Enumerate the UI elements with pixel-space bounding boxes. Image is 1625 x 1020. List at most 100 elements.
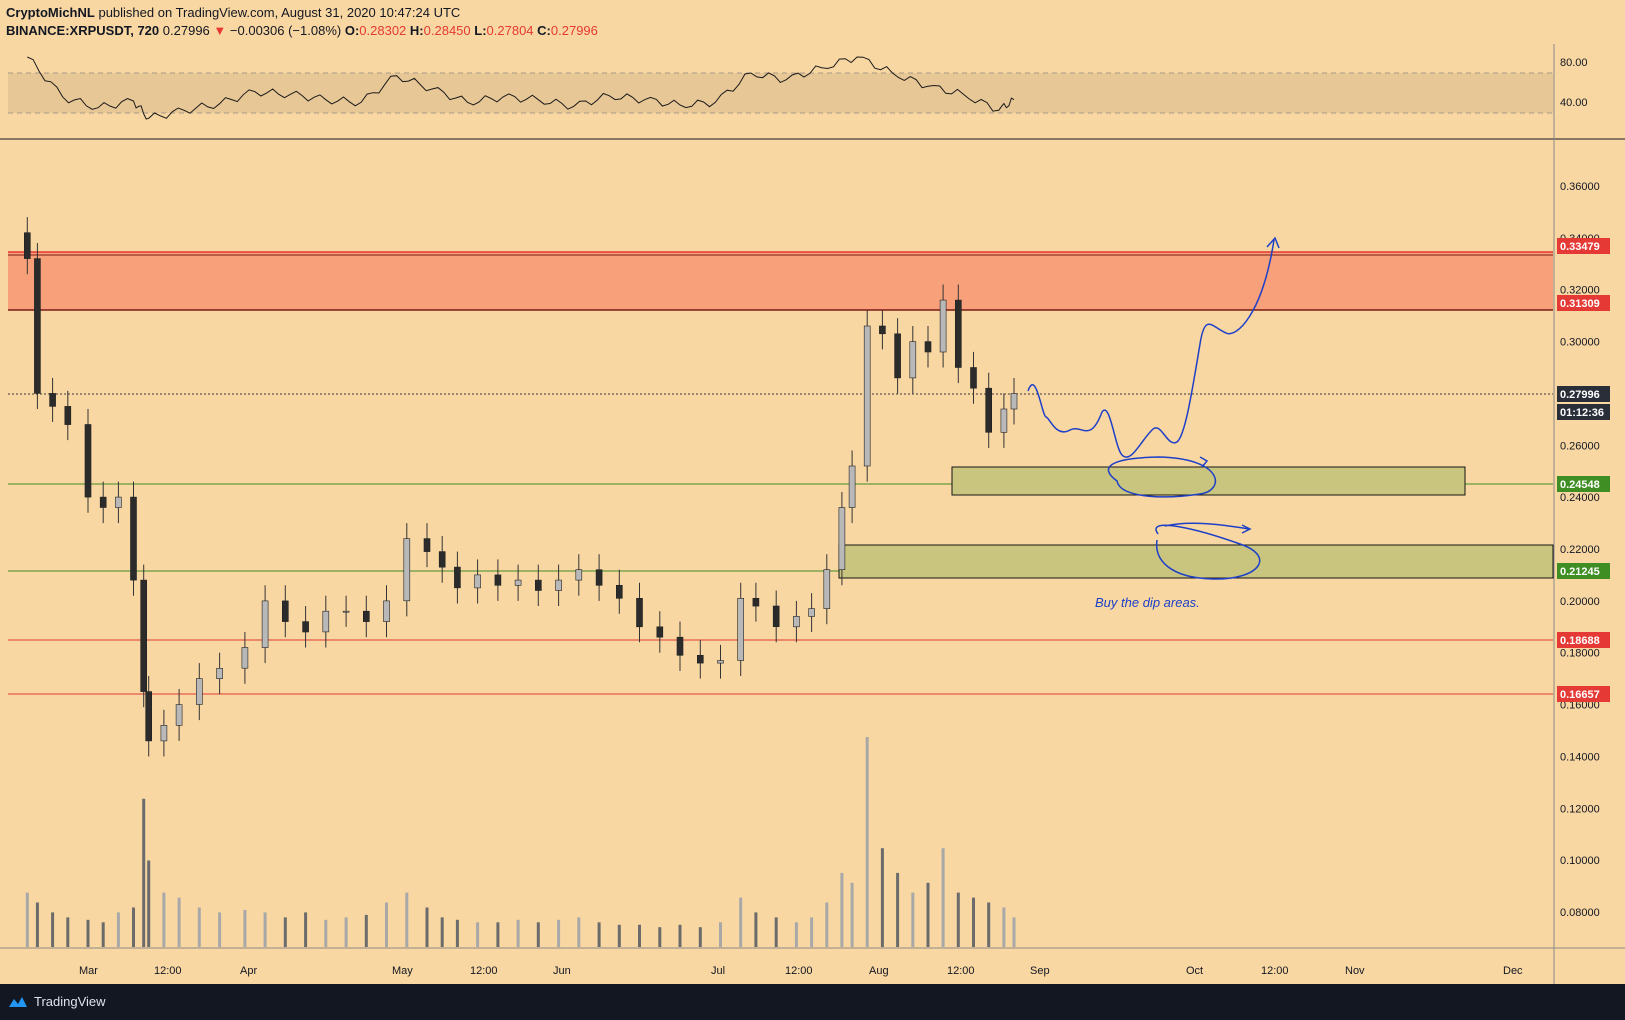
candle-body [514, 579, 522, 586]
circle-mark-upper[interactable] [1107, 456, 1216, 498]
candle-body [793, 616, 800, 628]
time-tick-label: May [392, 965, 413, 977]
volume-bar [1012, 917, 1016, 947]
volume-bar [476, 922, 480, 947]
volume-bar [162, 892, 166, 947]
volume-bar [385, 902, 388, 947]
volume-bar [147, 860, 151, 947]
volume-bar [617, 924, 621, 947]
rsi-pane: 80.00 40.00 [0, 56, 1625, 140]
volume-bar [364, 914, 368, 947]
projection-path[interactable] [1027, 239, 1275, 458]
candle-body [454, 566, 461, 589]
volume-bar [243, 909, 247, 947]
tradingview-brand[interactable]: TradingView [8, 994, 106, 1009]
price-tag [1557, 632, 1610, 648]
candle-body [160, 724, 168, 742]
volume-bar [197, 907, 201, 947]
symbol-label[interactable]: BINANCE:XRPUSDT, 720 [6, 23, 160, 38]
candle-body [34, 258, 41, 394]
resistance-zone[interactable] [8, 252, 1553, 310]
volume-bar [116, 912, 120, 947]
candle-body [954, 299, 962, 368]
open-label: O: [344, 23, 360, 38]
candle-body [808, 608, 815, 617]
time-tick-label: Jun [553, 965, 571, 977]
volume-bar [840, 872, 844, 947]
price-tick-label: 0.10000 [1560, 855, 1600, 867]
volume-bar [678, 924, 682, 947]
publish-info: published on TradingView.com, August 31,… [98, 5, 461, 20]
price-tag [1557, 295, 1610, 311]
volume-bar [926, 882, 930, 947]
high-label: H: [409, 23, 424, 38]
candle-body [696, 654, 704, 664]
current-price-label: 0.27996 [1560, 389, 1600, 401]
time-tick-label: Oct [1186, 965, 1203, 977]
candle-body [322, 610, 330, 633]
candle-body [848, 465, 856, 508]
low-value: 0.27804 [486, 23, 534, 38]
price-tag [1557, 563, 1610, 579]
candle-body [281, 600, 289, 622]
price-tick-label: 0.32000 [1560, 285, 1600, 297]
candle-body [423, 538, 431, 552]
rsi-tick-label: 40.00 [1560, 97, 1588, 109]
level-tags: 0.33479 0.31309 0.27996 01:12:36 0.24548… [1557, 238, 1610, 702]
change-arrow-icon: ▼ [213, 23, 227, 38]
candle-body [863, 325, 871, 467]
candle-body [494, 574, 502, 586]
volume-bar [66, 917, 70, 947]
candle-body [772, 605, 780, 628]
candle-body [474, 574, 481, 589]
volume-bar [698, 927, 702, 947]
candle-body [1010, 393, 1018, 410]
price-tag-label: 0.16657 [1560, 689, 1600, 701]
rsi-tick-label: 80.00 [1560, 57, 1588, 69]
volume-bar [658, 927, 662, 947]
volume-bar [638, 924, 641, 947]
chart-area[interactable]: 80.00 40.00 Buy the dip areas. 0.36000 0.… [0, 44, 1625, 984]
volume-bar [101, 922, 105, 947]
volume-bar [405, 892, 409, 947]
time-tick-label: Mar [79, 965, 98, 977]
price-tick-label: 0.08000 [1560, 907, 1600, 919]
price-tag-label: 0.18688 [1560, 635, 1600, 647]
candle-body [175, 704, 183, 726]
candle-body [99, 496, 107, 508]
volume-bar [177, 897, 181, 947]
time-tick-label: Apr [240, 965, 257, 977]
time-tick-label: Nov [1345, 965, 1365, 977]
volume-bar [577, 917, 581, 947]
price-tick-label: 0.36000 [1560, 181, 1600, 193]
price-tick-label: 0.30000 [1560, 337, 1600, 349]
candle-body [216, 667, 223, 679]
volume-bar [880, 848, 884, 947]
candle-body [615, 584, 623, 599]
volume-bars [25, 737, 1016, 947]
candle-body [1000, 408, 1008, 433]
buy-the-dip-annotation[interactable]: Buy the dip areas. [1095, 595, 1200, 610]
candle-body [534, 579, 542, 591]
volume-bar [739, 897, 743, 947]
close-label: C: [537, 23, 551, 38]
buy-zone-lower[interactable] [838, 544, 1554, 579]
time-tick-label: Sep [1030, 965, 1050, 977]
volume-bar [440, 917, 444, 947]
circle-mark-lower[interactable] [1155, 522, 1261, 580]
candle-body [145, 691, 152, 742]
arrow-up-icon [1266, 236, 1280, 249]
volume-bar [344, 917, 348, 947]
candle-body [49, 393, 56, 407]
price-tick-label: 0.18000 [1560, 648, 1600, 660]
buy-zone-upper[interactable] [951, 466, 1466, 496]
author-name[interactable]: CryptoMichNL [6, 5, 95, 20]
open-value: 0.28302 [359, 23, 407, 38]
drawings: Buy the dip areas. [1027, 236, 1280, 610]
chart-header: CryptoMichNL published on TradingView.co… [0, 0, 1625, 44]
volume-bar [536, 922, 540, 947]
candle-body [575, 569, 583, 581]
zones-and-levels [8, 251, 1554, 695]
candle-body [403, 538, 411, 602]
candle-body [302, 621, 309, 633]
